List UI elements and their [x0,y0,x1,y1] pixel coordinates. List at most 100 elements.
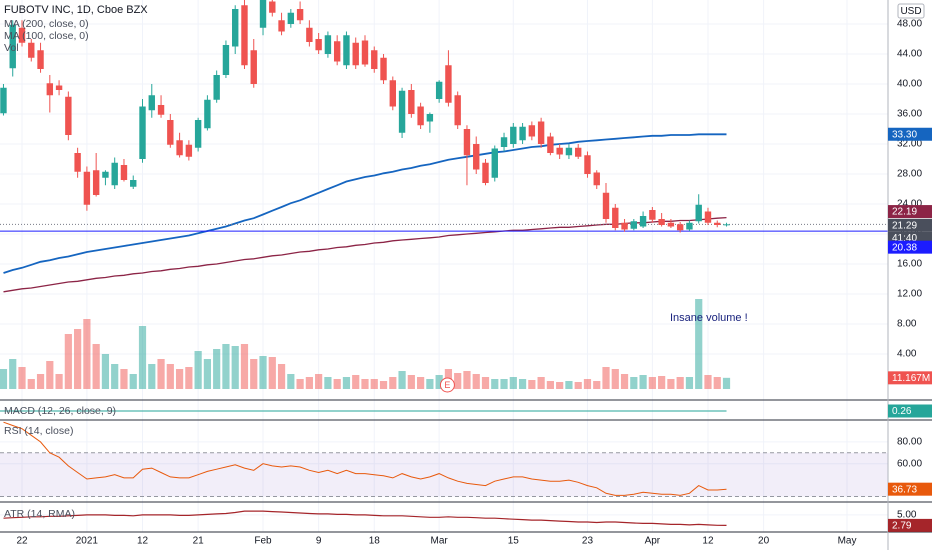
volume-bar [454,373,462,389]
candle-body [380,57,387,81]
candle-body [519,126,526,141]
candle-body [658,219,665,225]
volume-bar [593,381,601,389]
candle-body [528,125,536,137]
x-tick-label: May [838,536,857,547]
volume-bar [648,377,656,389]
y-tick-label: 48.00 [897,19,922,30]
candle-body [398,90,406,133]
candle-body [92,170,100,195]
currency-box[interactable] [897,3,925,19]
x-tick-label: 15 [508,536,520,547]
y-tick-label: 28.00 [897,169,922,180]
x-tick-label: 22 [16,536,28,547]
volume-bar [64,334,72,389]
volume-bar [630,377,638,389]
rsi-band [0,452,888,497]
candle-body [695,204,702,222]
value-tag-label: 36.73 [892,484,917,495]
candle-body [343,35,350,66]
value-tag [888,240,932,254]
value-tag [888,127,932,141]
volume-bar [74,329,82,389]
value-tag-label: 0.26 [892,406,912,417]
x-tick-label: Mar [431,536,449,547]
volume-bar [435,375,443,389]
volume-bar [528,380,536,389]
candle-body [435,81,443,99]
volume-bar [240,344,249,389]
volume-bar [574,382,582,389]
rsi-line [3,421,727,496]
countdown: 41:40 [892,233,917,244]
volume-bar [333,379,341,389]
y-tick-label: 36.00 [897,109,922,120]
candle-body [74,153,81,172]
y-tick-label: 12.00 [897,289,922,300]
volume-bar [704,375,712,389]
value-tag-label: 33.30 [892,129,917,140]
candle-body [102,171,109,178]
ma-line [3,133,727,274]
chart-title: FUBOTV INC, 1D, Cboe BZX [4,4,148,16]
volume-bar [481,377,490,389]
candle-body [473,144,480,170]
currency[interactable]: USD [900,6,921,17]
volume-bar [27,379,35,389]
value-tag [888,205,932,219]
volume-bar [565,381,573,389]
candle-body [250,50,257,84]
candle-body [148,95,155,111]
volume-bar [361,379,369,389]
volume-bar [231,346,239,389]
candle-body [37,50,44,69]
grid [0,0,888,532]
candle-body [46,83,54,96]
candle-body [269,1,276,13]
y-tick-label: 40.00 [897,79,922,90]
candle-body [287,12,295,24]
volume-bar [55,374,63,389]
volume-bar [639,375,647,389]
volume-bar [138,326,147,389]
pane-title: MACD (12, 26, close, 9) [4,405,116,417]
volume-bar [676,377,684,389]
candle-body [612,207,619,228]
volume-bar [500,379,508,389]
x-tick-label: 12 [137,536,149,547]
candle-body [259,0,267,28]
x-tick-label: Feb [254,536,272,547]
candle-body [593,172,600,186]
value-tag [888,482,932,496]
candle-body [278,20,285,32]
candle-body [676,224,684,231]
volume-bar [463,371,471,389]
x-tick-label: 20 [758,536,770,547]
candle-body [324,35,332,54]
value-tag-label: 22.19 [892,207,917,218]
candle-body [111,162,118,186]
x-tick-label: 18 [369,536,381,547]
volume-bar [389,377,397,389]
candle-body [667,222,675,227]
volume-bar [491,379,499,389]
volume-bar [352,375,360,389]
pane-title: ATR (14, RMA) [4,508,75,520]
candle-body [194,120,202,148]
volume-bar [658,376,666,389]
volume-bar [111,364,119,389]
x-tick-label: 2021 [76,536,99,547]
x-tick-label: Apr [645,536,661,547]
volume-bar [342,377,351,389]
y-tick-label: 32.00 [897,139,922,150]
candle-body [204,99,211,129]
value-tag-label: 21.29 [892,220,917,231]
pane-title: RSI (14, close) [4,425,73,437]
volume-bar [259,356,267,389]
candle-body [639,216,647,227]
earnings-label: E [444,380,450,390]
volume-bar [602,367,610,389]
candle-body [602,192,610,219]
volume-bar [287,374,295,389]
candle-body [547,136,554,153]
